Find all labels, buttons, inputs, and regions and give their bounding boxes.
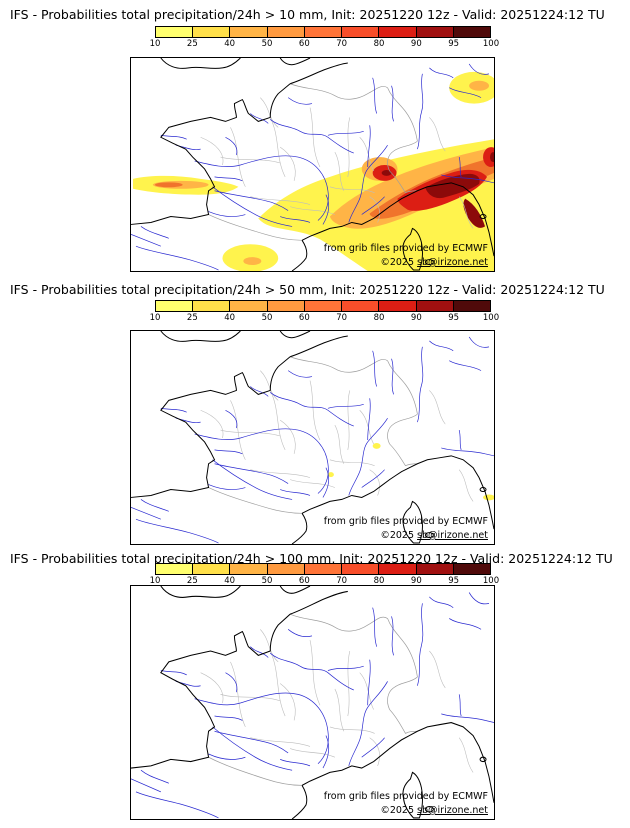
credit-email-link[interactable]: sb@irizone.net xyxy=(417,257,488,268)
credit-copyright-prefix: ©2025 xyxy=(380,257,418,268)
colorbar-segment xyxy=(342,301,380,311)
colorbar-tick-label: 10 xyxy=(149,313,161,323)
panel-title: IFS - Probabilities total precipitation/… xyxy=(10,551,613,566)
credit-provider: from grib files provided by ECMWF xyxy=(323,243,488,254)
colorbar-segment xyxy=(156,27,194,37)
colorbar-segment xyxy=(453,564,490,574)
colorbar-tick-label: 40 xyxy=(224,39,236,49)
colorbar-tick-label: 50 xyxy=(261,313,273,323)
colorbar-segment xyxy=(193,27,231,37)
colorbar-tick-label: 60 xyxy=(298,39,310,49)
colorbar-tick-label: 95 xyxy=(448,576,460,586)
colorbar-segment xyxy=(230,27,268,37)
colorbar-tick-label: 100 xyxy=(482,39,500,49)
panel-title: IFS - Probabilities total precipitation/… xyxy=(10,282,605,297)
colorbar-segment xyxy=(342,564,380,574)
map-svg xyxy=(131,331,494,544)
colorbar-segment xyxy=(416,301,454,311)
colorbar-tick-label: 25 xyxy=(186,576,198,586)
colorbar-tick-label: 50 xyxy=(261,576,273,586)
colorbar: 10 25 40 50 60 70 80 90 95 100 xyxy=(150,26,500,49)
colorbar-segment xyxy=(379,564,417,574)
credit-copyright-prefix: ©2025 xyxy=(380,530,418,541)
colorbar-tick-label: 95 xyxy=(448,313,460,323)
colorbar-tick-label: 80 xyxy=(373,576,385,586)
colorbar-tick-label: 95 xyxy=(448,39,460,49)
credit-provider: from grib files provided by ECMWF xyxy=(323,516,488,527)
colorbar-segment xyxy=(193,564,231,574)
colorbar-segments xyxy=(155,300,491,312)
colorbar-segment xyxy=(267,301,305,311)
colorbar-segment xyxy=(230,301,268,311)
colorbar-ticks: 10 25 40 50 60 70 80 90 95 100 xyxy=(150,575,500,586)
colorbar-tick-label: 70 xyxy=(336,313,348,323)
colorbar-segment xyxy=(304,301,343,311)
colorbar-tick-label: 40 xyxy=(224,313,236,323)
colorbar-segment xyxy=(156,564,194,574)
colorbar-tick-label: 25 xyxy=(186,313,198,323)
colorbar-segment xyxy=(416,564,454,574)
colorbar-segment xyxy=(453,27,490,37)
colorbar-tick-label: 70 xyxy=(336,576,348,586)
colorbar-segment xyxy=(304,564,343,574)
colorbar-segment xyxy=(379,301,417,311)
credit-copyright: ©2025 sb@irizone.net xyxy=(380,530,488,541)
credit-email-link[interactable]: sb@irizone.net xyxy=(417,805,488,816)
panel-50mm: IFS - Probabilities total precipitation/… xyxy=(0,276,630,552)
colorbar-tick-label: 25 xyxy=(186,39,198,49)
colorbar-tick-label: 100 xyxy=(482,313,500,323)
colorbar-tick-label: 40 xyxy=(224,576,236,586)
colorbar-tick-label: 60 xyxy=(298,313,310,323)
credit-copyright: ©2025 sb@irizone.net xyxy=(380,257,488,268)
map-svg xyxy=(131,58,494,271)
panel-100mm: IFS - Probabilities total precipitation/… xyxy=(0,552,630,828)
colorbar-segments xyxy=(155,563,491,575)
map: from grib files provided by ECMWF ©2025 … xyxy=(130,57,495,272)
colorbar-tick-label: 100 xyxy=(482,576,500,586)
credit-email-link[interactable]: sb@irizone.net xyxy=(417,530,488,541)
colorbar-segment xyxy=(230,564,268,574)
colorbar-segments xyxy=(155,26,491,38)
map: from grib files provided by ECMWF ©2025 … xyxy=(130,585,495,820)
colorbar-tick-label: 90 xyxy=(410,576,422,586)
panel-title: IFS - Probabilities total precipitation/… xyxy=(10,7,605,22)
panel-10mm: IFS - Probabilities total precipitation/… xyxy=(0,0,630,276)
colorbar-segment xyxy=(193,301,231,311)
colorbar-tick-label: 80 xyxy=(373,39,385,49)
credit-copyright-prefix: ©2025 xyxy=(380,805,418,816)
colorbar-ticks: 10 25 40 50 60 70 80 90 95 100 xyxy=(150,38,500,49)
colorbar: 10 25 40 50 60 70 80 90 95 100 xyxy=(150,563,500,586)
colorbar-tick-label: 50 xyxy=(261,39,273,49)
colorbar-ticks: 10 25 40 50 60 70 80 90 95 100 xyxy=(150,312,500,323)
colorbar-segment xyxy=(267,27,305,37)
credit-copyright: ©2025 sb@irizone.net xyxy=(380,805,488,816)
colorbar-tick-label: 70 xyxy=(336,39,348,49)
map-svg xyxy=(131,586,494,819)
colorbar-tick-label: 10 xyxy=(149,576,161,586)
credit-provider: from grib files provided by ECMWF xyxy=(323,791,488,802)
colorbar-tick-label: 60 xyxy=(298,576,310,586)
colorbar-tick-label: 90 xyxy=(410,39,422,49)
colorbar-tick-label: 90 xyxy=(410,313,422,323)
map: from grib files provided by ECMWF ©2025 … xyxy=(130,330,495,545)
colorbar-segment xyxy=(156,301,194,311)
colorbar-segment xyxy=(416,27,454,37)
colorbar-segment xyxy=(342,27,380,37)
colorbar-segment xyxy=(453,301,490,311)
colorbar-segment xyxy=(304,27,343,37)
colorbar-segment xyxy=(267,564,305,574)
colorbar-segment xyxy=(379,27,417,37)
colorbar-tick-label: 10 xyxy=(149,39,161,49)
colorbar: 10 25 40 50 60 70 80 90 95 100 xyxy=(150,300,500,323)
colorbar-tick-label: 80 xyxy=(373,313,385,323)
